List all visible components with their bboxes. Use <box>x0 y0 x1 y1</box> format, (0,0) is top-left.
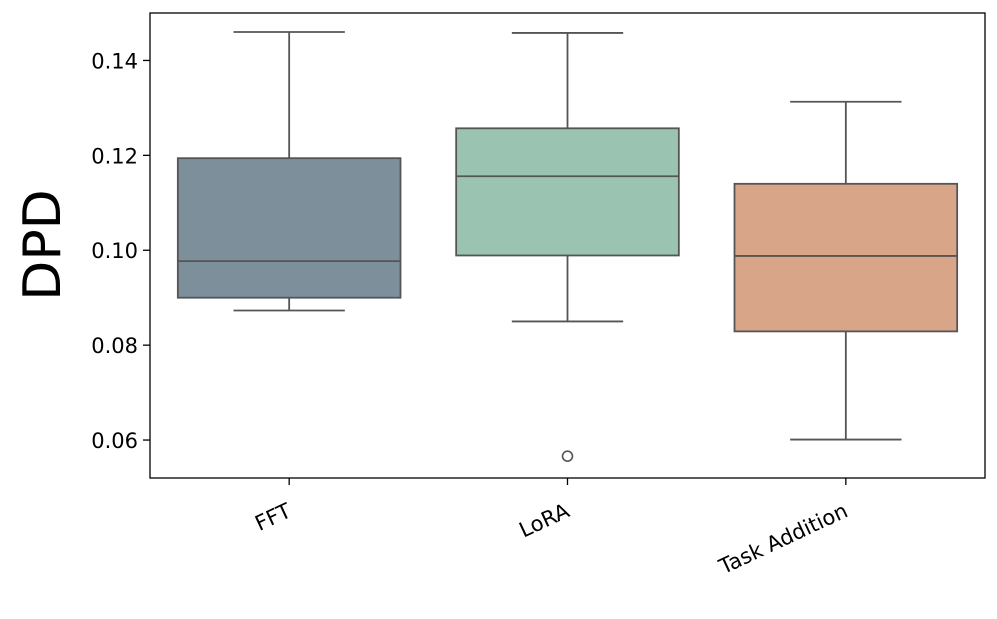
plot-layer <box>176 31 959 462</box>
outlier-lora <box>561 450 574 462</box>
x-axis-ticks: FFT LoRA Task Addition <box>251 478 851 579</box>
box-task-addition <box>733 182 959 333</box>
plot-frame <box>149 12 986 479</box>
box-fft <box>176 157 402 299</box>
y-tick-label: 0.12 <box>91 144 138 168</box>
y-tick-label: 0.08 <box>91 334 138 358</box>
y-axis-ticks: 0.06 0.08 0.10 0.12 0.14 <box>91 49 150 453</box>
y-tick-label: 0.10 <box>91 239 138 263</box>
y-axis-label: DPD <box>13 189 73 300</box>
y-tick-label: 0.06 <box>91 429 138 453</box>
box-lora <box>455 127 680 257</box>
x-tick-label-task-addition: Task Addition <box>715 499 852 580</box>
y-tick-label: 0.14 <box>91 49 138 73</box>
x-tick-label-lora: LoRA <box>515 498 573 542</box>
x-tick-label-fft: FFT <box>251 498 294 535</box>
